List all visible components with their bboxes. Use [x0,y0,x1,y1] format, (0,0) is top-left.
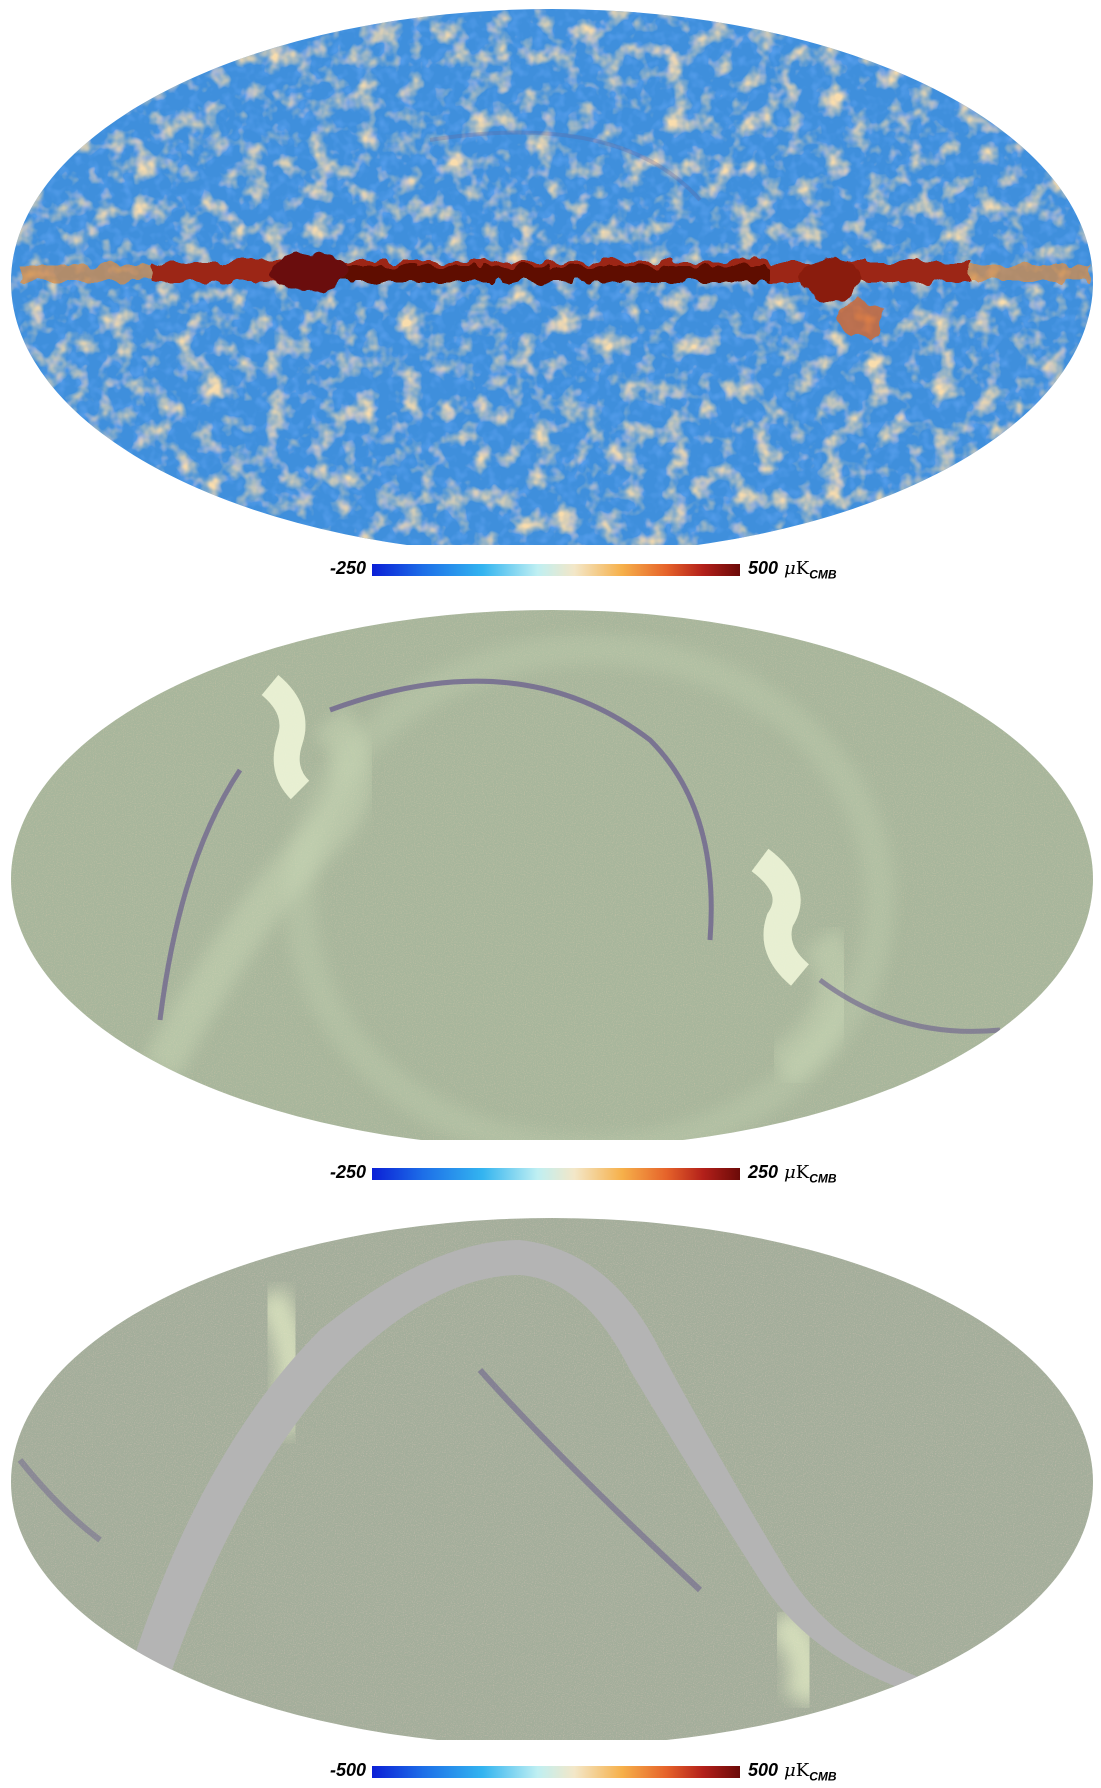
masked-region [130,1240,1010,1715]
colorbar-min-label: -250 [329,558,366,578]
colorbar-gradient [372,1168,740,1180]
colorbar-min-label: -250 [329,1162,366,1182]
colorbar-2: -250 250 μKCMB [0,1160,1101,1190]
colorbar-gradient [372,564,740,576]
noise-map-panel: -250 250 μKCMB [0,600,1101,1186]
scan-ring-bright-1 [261,675,310,800]
colorbar-max-label: 250 μKCMB [748,1162,837,1186]
cmb-mollweide-map [11,9,1093,545]
colorbar-max-label: 500 μKCMB [748,1760,837,1784]
masked-map-panel: -500 500 μKCMB [0,1200,1101,1784]
masked-mollweide-map [11,1218,1093,1740]
colorbar-min-label: -500 [329,1760,366,1780]
galactic-plane-band [20,254,1090,338]
noise-mollweide-map [11,610,1093,1140]
cmb-map-panel: -250 500 μKCMB [0,0,1101,582]
scan-ring-bright-2 [751,848,810,986]
colorbar-3: -500 500 μKCMB [0,1758,1101,1788]
colorbar-gradient [372,1766,740,1778]
colorbar-max-label: 500 μKCMB [748,558,837,582]
colorbar-1: -250 500 μKCMB [0,556,1101,586]
